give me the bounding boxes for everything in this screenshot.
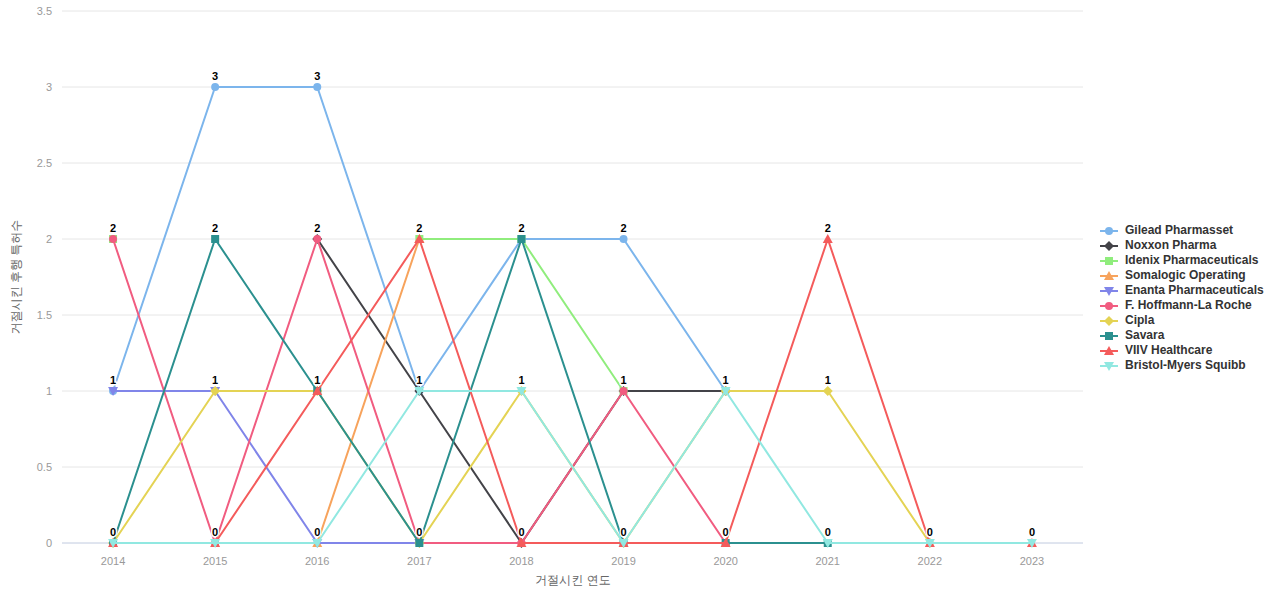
- legend-label: Gilead Pharmasset: [1125, 223, 1233, 238]
- legend-label: F. Hoffmann-La Roche: [1125, 298, 1252, 313]
- data-point-label: 1: [314, 374, 320, 386]
- x-tick-label: 2019: [611, 555, 635, 567]
- x-axis-title: 거절시킨 연도: [535, 573, 610, 587]
- y-tick-label: 3: [46, 81, 52, 93]
- legend-marker-icon: [1100, 360, 1120, 372]
- y-tick-label: 1.5: [37, 309, 52, 321]
- legend-marker-icon: [1100, 225, 1120, 237]
- x-tick-label: 2016: [305, 555, 329, 567]
- x-tick-label: 2018: [509, 555, 533, 567]
- y-tick-label: 2.5: [37, 157, 52, 169]
- legend-item-enanta-pharmaceuticals[interactable]: Enanta Pharmaceuticals: [1100, 283, 1264, 298]
- data-point-label: 2: [110, 222, 116, 234]
- legend-label: VIIV Healthcare: [1125, 343, 1212, 358]
- data-point-label: 2: [212, 222, 218, 234]
- legend-label: Idenix Pharmaceuticals: [1125, 253, 1258, 268]
- data-point-marker[interactable]: [517, 235, 525, 243]
- y-tick-label: 0.5: [37, 461, 52, 473]
- legend-marker-icon: [1100, 300, 1120, 312]
- legend-marker-icon: [1100, 345, 1120, 357]
- legend-item-bristol-myers-squibb[interactable]: Bristol-Myers Squibb: [1100, 358, 1264, 373]
- data-point-label: 1: [416, 374, 422, 386]
- x-tick-label: 2017: [407, 555, 431, 567]
- legend-label: Noxxon Pharma: [1125, 238, 1216, 253]
- data-point-label: 3: [212, 70, 218, 82]
- x-tick-label: 2014: [101, 555, 125, 567]
- y-axis-tick-labels: 0 0.5 1 1.5 2 2.5 3 3.5: [37, 5, 52, 549]
- data-point-label: 2: [518, 222, 524, 234]
- data-point-label: 0: [110, 526, 116, 538]
- legend-item-f-hoffmann-la-roche[interactable]: F. Hoffmann-La Roche: [1100, 298, 1264, 313]
- legend-marker-icon: [1100, 315, 1120, 327]
- data-point-label: 2: [620, 222, 626, 234]
- data-point-marker[interactable]: [415, 539, 423, 547]
- y-tick-label: 2: [46, 233, 52, 245]
- data-point-marker[interactable]: [620, 387, 628, 395]
- data-point-label: 0: [416, 526, 422, 538]
- data-point-label: 2: [416, 222, 422, 234]
- data-point-label: 2: [825, 222, 831, 234]
- legend-label: Bristol-Myers Squibb: [1125, 358, 1246, 373]
- data-point-label: 3: [314, 70, 320, 82]
- data-point-label: 0: [212, 526, 218, 538]
- chart-container: 00.511.522.533.5 20142015201620172018201…: [0, 0, 1280, 600]
- data-point-label: 0: [1029, 526, 1035, 538]
- data-point-label: 0: [620, 526, 626, 538]
- x-tick-label: 2020: [713, 555, 737, 567]
- data-point-marker[interactable]: [313, 235, 321, 243]
- x-tick-label: 2022: [918, 555, 942, 567]
- legend-label: Somalogic Operating: [1125, 268, 1246, 283]
- legend-item-idenix-pharmaceuticals[interactable]: Idenix Pharmaceuticals: [1100, 253, 1264, 268]
- data-point-label: 2: [314, 222, 320, 234]
- data-point-label: 0: [825, 526, 831, 538]
- x-tick-label: 2021: [816, 555, 840, 567]
- legend-label: Enanta Pharmaceuticals: [1125, 283, 1264, 298]
- data-point-marker[interactable]: [313, 83, 321, 91]
- data-point-label: 1: [518, 374, 524, 386]
- legend-item-cipla[interactable]: Cipla: [1100, 313, 1264, 328]
- legend-marker-icon: [1100, 255, 1120, 267]
- x-tick-label: 2015: [203, 555, 227, 567]
- data-point-label: 1: [723, 374, 729, 386]
- y-tick-label: 3.5: [37, 5, 52, 17]
- y-tick-label: 1: [46, 385, 52, 397]
- legend-marker-icon: [1100, 270, 1120, 282]
- legend-item-noxxon-pharma[interactable]: Noxxon Pharma: [1100, 238, 1264, 253]
- chart-legend: Gilead PharmassetNoxxon PharmaIdenix Pha…: [1100, 223, 1264, 373]
- legend-item-gilead-pharmasset[interactable]: Gilead Pharmasset: [1100, 223, 1264, 238]
- legend-item-savara[interactable]: Savara: [1100, 328, 1264, 343]
- data-point-label: 1: [212, 374, 218, 386]
- legend-item-somalogic-operating[interactable]: Somalogic Operating: [1100, 268, 1264, 283]
- legend-marker-icon: [1100, 240, 1120, 252]
- legend-marker-icon: [1100, 285, 1120, 297]
- data-point-label: 1: [620, 374, 626, 386]
- data-point-label: 0: [927, 526, 933, 538]
- data-point-marker[interactable]: [620, 235, 628, 243]
- data-point-marker[interactable]: [211, 235, 219, 243]
- data-point-marker[interactable]: [109, 235, 117, 243]
- legend-label: Savara: [1125, 328, 1164, 343]
- x-tick-label: 2023: [1020, 555, 1044, 567]
- data-point-marker[interactable]: [211, 83, 219, 91]
- legend-marker-icon: [1100, 330, 1120, 342]
- data-point-label: 1: [825, 374, 831, 386]
- x-axis-tick-labels: 2014 2015 2016 2017 2018 2019 2020 2021 2022 2023: [101, 555, 1044, 567]
- data-point-label: 0: [314, 526, 320, 538]
- data-point-label: 1: [110, 374, 116, 386]
- data-point-label: 0: [518, 526, 524, 538]
- legend-item-viiv-healthcare[interactable]: VIIV Healthcare: [1100, 343, 1264, 358]
- line-chart-svg: 00.511.522.533.5 20142015201620172018201…: [0, 0, 1280, 600]
- data-point-label: 0: [723, 526, 729, 538]
- y-tick-label: 0: [46, 537, 52, 549]
- legend-label: Cipla: [1125, 313, 1154, 328]
- y-axis-title: 거절시킨 후행 특허수: [9, 220, 23, 335]
